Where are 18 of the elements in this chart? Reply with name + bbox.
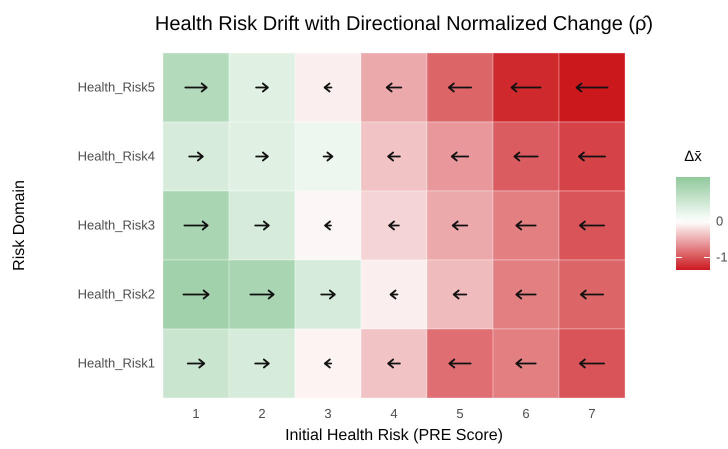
x-tick-label: 2 [258,406,266,421]
x-tick-label: 3 [324,406,332,421]
y-axis-title: Risk Domain [11,180,28,271]
x-tick-label: 6 [522,406,530,421]
y-tick-label: Health_Risk5 [78,80,155,94]
y-tick-label: Health_Risk1 [78,356,155,370]
x-tick-label: 5 [456,406,464,421]
chart-title: Health Risk Drift with Directional Normalized Change (ρ̂) [154,13,654,35]
y-tick-label: Health_Risk4 [78,148,155,164]
x-tick-label: 1 [192,406,200,421]
x-tick-label: 7 [588,406,596,421]
y-tick-label: Health_Risk2 [78,286,155,302]
y-tick-label: Health_Risk3 [78,218,155,232]
color-bar-label: -1 [716,249,728,264]
x-tick-label: 4 [390,406,398,421]
x-axis-title: Initial Health Risk (PRE Score) [285,427,503,444]
color-bar-title: Δx̄ [684,148,702,165]
color-bar-label: 0 [716,214,724,229]
